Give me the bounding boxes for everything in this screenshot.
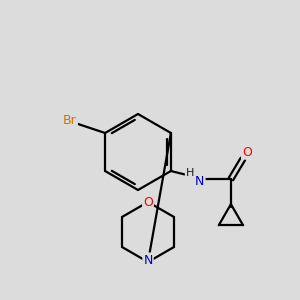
Text: N: N <box>143 254 153 266</box>
Text: N: N <box>195 175 205 188</box>
Text: O: O <box>143 196 153 208</box>
Text: O: O <box>242 146 252 158</box>
Text: Br: Br <box>63 115 77 128</box>
Text: H: H <box>186 168 194 178</box>
